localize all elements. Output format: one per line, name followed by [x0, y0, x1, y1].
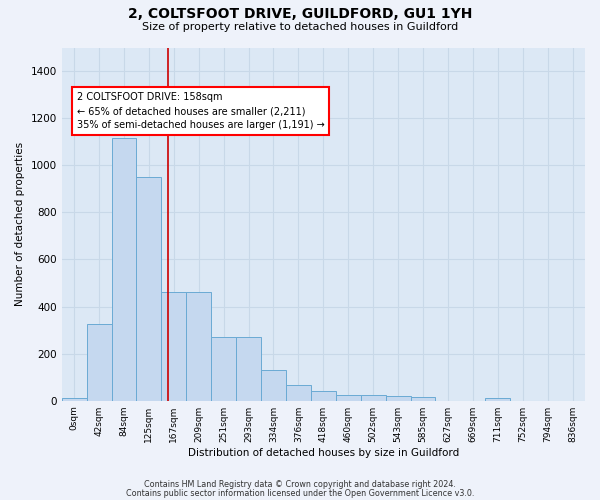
Bar: [361, 395, 386, 400]
Bar: [410, 397, 436, 400]
Bar: [236, 337, 261, 400]
Bar: [161, 292, 186, 401]
X-axis label: Distribution of detached houses by size in Guildford: Distribution of detached houses by size …: [188, 448, 459, 458]
Bar: [211, 337, 236, 400]
Bar: [386, 396, 410, 400]
Bar: [261, 370, 286, 400]
Text: Size of property relative to detached houses in Guildford: Size of property relative to detached ho…: [142, 22, 458, 32]
Bar: [62, 398, 86, 400]
Text: 2, COLTSFOOT DRIVE, GUILDFORD, GU1 1YH: 2, COLTSFOOT DRIVE, GUILDFORD, GU1 1YH: [128, 8, 472, 22]
Bar: [485, 398, 510, 400]
Text: Contains public sector information licensed under the Open Government Licence v3: Contains public sector information licen…: [126, 488, 474, 498]
Bar: [311, 392, 336, 400]
Bar: [136, 177, 161, 400]
Bar: [336, 395, 361, 400]
Bar: [112, 138, 136, 400]
Bar: [86, 324, 112, 400]
Y-axis label: Number of detached properties: Number of detached properties: [15, 142, 25, 306]
Text: Contains HM Land Registry data © Crown copyright and database right 2024.: Contains HM Land Registry data © Crown c…: [144, 480, 456, 489]
Bar: [286, 386, 311, 400]
Text: 2 COLTSFOOT DRIVE: 158sqm
← 65% of detached houses are smaller (2,211)
35% of se: 2 COLTSFOOT DRIVE: 158sqm ← 65% of detac…: [77, 92, 325, 130]
Bar: [186, 292, 211, 401]
